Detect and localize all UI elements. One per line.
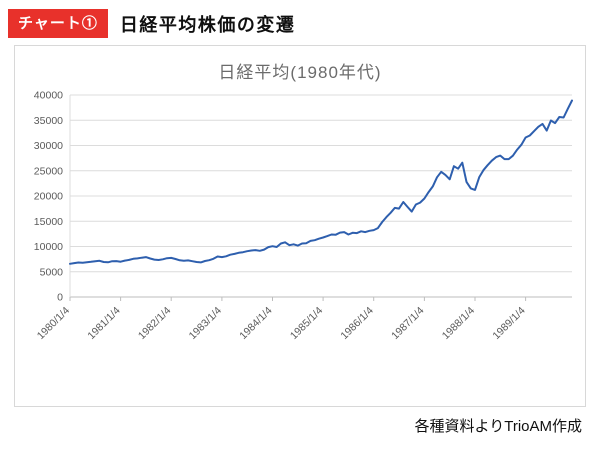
svg-text:20000: 20000 <box>34 191 63 203</box>
svg-text:1982/1/4: 1982/1/4 <box>136 305 173 342</box>
svg-text:1987/1/4: 1987/1/4 <box>389 305 426 342</box>
chart-container: 日経平均(1980年代) 0 5000 10000 15000 20000 25000 30… <box>14 45 586 407</box>
source-credit: 各種資料よりTrioAM作成 <box>414 418 582 435</box>
svg-text:25000: 25000 <box>34 165 63 177</box>
svg-text:1984/1/4: 1984/1/4 <box>237 305 274 342</box>
svg-text:1988/1/4: 1988/1/4 <box>440 305 477 342</box>
svg-text:10000: 10000 <box>34 241 63 253</box>
svg-text:1989/1/4: 1989/1/4 <box>490 305 527 342</box>
svg-text:1983/1/4: 1983/1/4 <box>187 305 224 342</box>
page-title: 日経平均株価の変遷 <box>119 14 296 35</box>
svg-text:1980/1/4: 1980/1/4 <box>35 305 72 342</box>
header: チャート① 日経平均株価の変遷 <box>0 0 600 43</box>
svg-text:40000: 40000 <box>34 90 63 102</box>
svg-text:1986/1/4: 1986/1/4 <box>338 305 375 342</box>
svg-text:15000: 15000 <box>34 216 63 228</box>
svg-text:1981/1/4: 1981/1/4 <box>85 305 122 342</box>
chart-title: 日経平均(1980年代) <box>218 63 382 82</box>
nikkei-line-chart: 0 5000 10000 15000 20000 25000 30000 35000 40000… <box>34 90 573 342</box>
svg-text:5000: 5000 <box>40 266 64 278</box>
svg-text:1985/1/4: 1985/1/4 <box>288 305 325 342</box>
svg-text:30000: 30000 <box>34 140 63 152</box>
svg-text:0: 0 <box>57 292 63 304</box>
svg-text:35000: 35000 <box>34 115 63 127</box>
chart-number-badge: チャート① <box>8 9 108 38</box>
